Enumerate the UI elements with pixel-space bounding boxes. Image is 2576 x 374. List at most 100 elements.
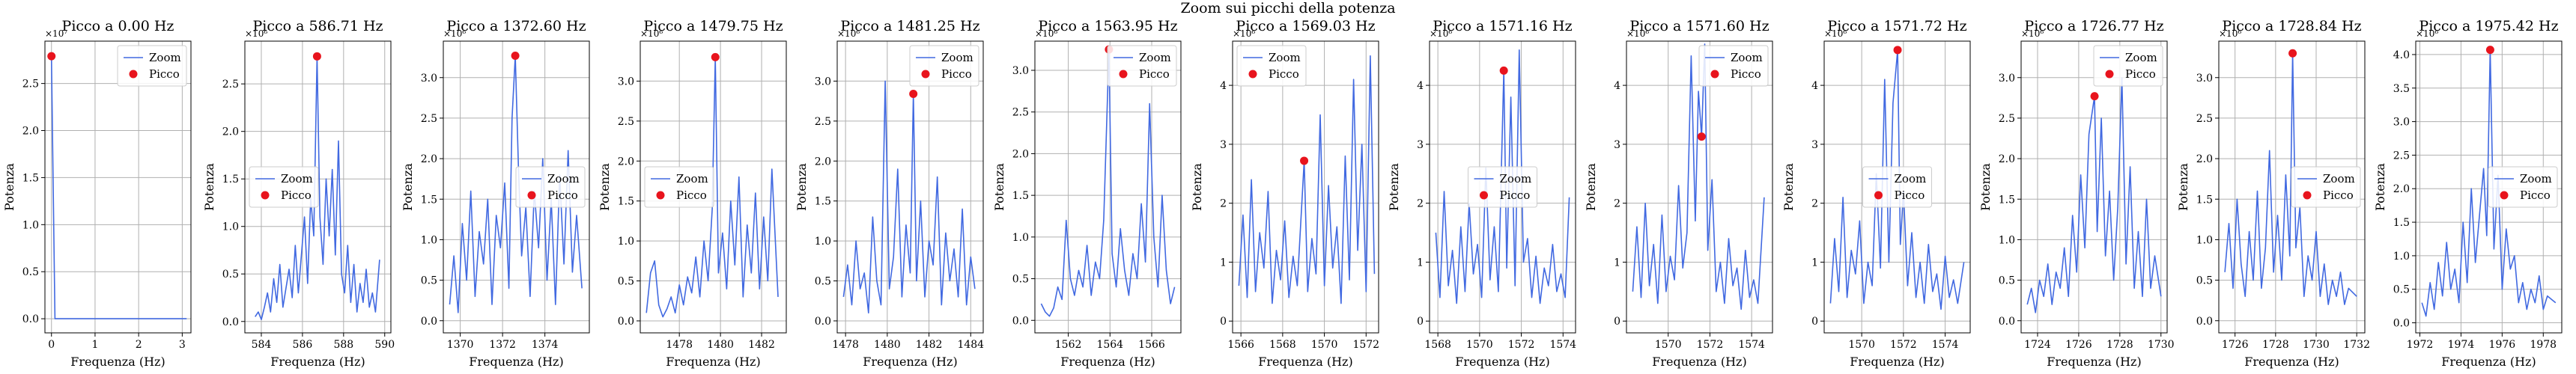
- legend: Zoom Picco: [2488, 166, 2558, 208]
- legend-label-picco: Picco: [2125, 67, 2156, 81]
- y-axis-label: Potenza: [1387, 163, 1401, 211]
- panel-title: Picco a 1571.72 Hz: [1827, 18, 1966, 34]
- y-exponent-label: ×10⁶: [640, 28, 663, 39]
- x-tick-label: 1570: [1848, 339, 1875, 351]
- y-tick-label: 1.0: [815, 236, 831, 248]
- y-tick-label: 2.0: [1012, 148, 1029, 160]
- series-line-zoom: [2224, 52, 2357, 305]
- y-tick-label: 0: [1220, 316, 1227, 328]
- y-tick-label: 2.5: [22, 79, 39, 91]
- y-tick-label: 0.5: [815, 276, 831, 288]
- x-tick-label: 1572: [1697, 339, 1724, 351]
- y-tick-label: 2: [1220, 198, 1227, 210]
- legend-marker-swatch: [527, 191, 536, 200]
- series-line-zoom: [645, 56, 779, 318]
- x-tick-label: 1730: [2148, 339, 2175, 351]
- legend-label-picco: Picco: [2520, 188, 2551, 202]
- x-tick-label: 1564: [1096, 339, 1123, 351]
- x-tick-label: 1: [91, 339, 98, 351]
- x-tick-label: 1566: [1227, 339, 1254, 351]
- peak-point: [2090, 92, 2099, 101]
- x-axis-label: Frequenza (Hz): [1455, 355, 1549, 369]
- legend-label-picco: Picco: [676, 188, 707, 202]
- y-tick-label: 1.5: [1999, 194, 2015, 206]
- y-tick-label: 1.0: [618, 236, 634, 248]
- y-tick-label: 2.0: [222, 126, 239, 138]
- plot-frame: [1034, 40, 1182, 334]
- series-line-zoom: [1238, 55, 1376, 304]
- chart-panel: 1478 1480 14820.00.51.01.52.02.53.0×10⁶Pic…: [598, 18, 787, 369]
- x-tick-label: 1572: [1508, 339, 1535, 351]
- y-tick-label: 0.0: [815, 316, 831, 328]
- y-tick-label: 0: [1614, 316, 1620, 328]
- y-tick-label: 0: [1811, 316, 1818, 328]
- y-tick-label: 0.0: [2196, 316, 2213, 328]
- y-tick-label: 2.5: [2196, 113, 2213, 125]
- legend-label-zoom: Zoom: [2125, 51, 2157, 64]
- x-tick-label: 1570: [1466, 339, 1493, 351]
- legend-marker-swatch: [1248, 70, 1257, 79]
- y-tick-label: 2.5: [815, 116, 831, 128]
- series-line-zoom: [1632, 43, 1765, 310]
- y-tick-label: 4: [1811, 80, 1818, 92]
- figure-suptitle: Zoom sui picchi della potenza: [1180, 0, 1395, 16]
- legend-marker-swatch: [261, 191, 270, 200]
- x-tick-label: 1478: [832, 339, 859, 351]
- y-tick-label: 4.0: [2393, 49, 2410, 61]
- y-tick-label: 2.5: [222, 79, 239, 91]
- x-tick-label: 1978: [2530, 339, 2557, 351]
- x-axis-label: Frequenza (Hz): [70, 355, 165, 369]
- y-axis-label: Potenza: [2, 163, 16, 211]
- legend-label-picco: Picco: [1139, 67, 1170, 81]
- legend: Zoom Picco: [909, 45, 979, 87]
- y-tick-label: 4: [1614, 80, 1620, 92]
- chart-panel: 584 586 588 590 0.0 0.5 1.0 1.5 2.0 2.5 ×10⁶Picco …: [202, 18, 395, 369]
- x-tick-label: 1568: [1269, 339, 1296, 351]
- x-tick-label: 1972: [2407, 339, 2434, 351]
- y-tick-label: 0.5: [2196, 275, 2213, 287]
- peak-point: [312, 52, 321, 61]
- legend: Zoom Picco: [515, 166, 586, 208]
- legend-label-zoom: Zoom: [281, 172, 313, 186]
- y-tick-label: 1: [1220, 257, 1227, 269]
- x-tick-label: 3: [179, 339, 186, 351]
- y-tick-label: 2.5: [618, 116, 634, 128]
- plot-frame: [1232, 40, 1379, 334]
- series-line-zoom: [842, 80, 976, 314]
- peak-point: [511, 52, 520, 60]
- y-exponent-label: ×10⁶: [1824, 28, 1847, 39]
- peak-point: [909, 90, 918, 99]
- x-tick-label: 1370: [447, 339, 474, 351]
- y-tick-label: 2.5: [2393, 150, 2410, 162]
- y-exponent-label: ×10⁶: [2021, 28, 2044, 39]
- x-axis-label: Frequenza (Hz): [666, 355, 760, 369]
- x-tick-label: 1732: [2343, 339, 2370, 351]
- legend: Zoom Picco: [1698, 45, 1769, 87]
- chart-panel: 1478 1480 1482 1484 0.0 0.5 1.0 1.5 2.0 2.5 3.0 ×10…: [795, 18, 984, 369]
- panel-title: Picco a 1372.60 Hz: [446, 18, 586, 34]
- y-tick-label: 0.0: [1012, 315, 1029, 327]
- x-axis-label: Frequenza (Hz): [270, 355, 365, 369]
- panel-title: Picco a 1726.77 Hz: [2024, 18, 2163, 34]
- y-tick-label: 0.5: [222, 269, 239, 280]
- y-tick-label: 0.5: [2393, 284, 2410, 296]
- y-tick-label: 2.0: [22, 126, 39, 138]
- y-tick-label: 0.0: [421, 316, 437, 328]
- plot-frame: [2020, 40, 2168, 334]
- x-tick-label: 1574: [1738, 339, 1765, 351]
- plot-frame: [1823, 40, 1971, 334]
- y-tick-label: 0.0: [222, 316, 239, 328]
- legend: Zoom Picco: [2093, 45, 2163, 87]
- plot-frame: [836, 40, 984, 334]
- y-axis-label: Potenza: [202, 163, 216, 211]
- y-axis-label: Potenza: [2176, 163, 2190, 211]
- peak-point: [2288, 49, 2297, 58]
- peak-point: [711, 52, 720, 61]
- legend-label-zoom: Zoom: [1269, 51, 1301, 64]
- panel-title: Picco a 1569.03 Hz: [1236, 18, 1375, 34]
- y-axis-label: Potenza: [2373, 163, 2387, 211]
- chart-panel: 1726 1728 1730 1732 0.0 0.5 1.0 1.5 2.0 2.5 3.0 ×10…: [2176, 18, 2370, 369]
